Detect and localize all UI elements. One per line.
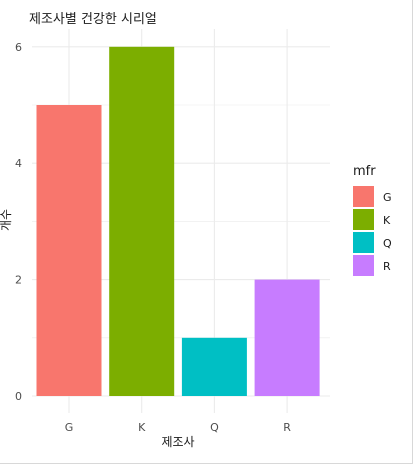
legend-key-G <box>353 186 374 207</box>
legend-key-R <box>353 255 374 276</box>
legend-key-Q <box>353 232 374 253</box>
bar-R <box>254 279 320 396</box>
x-axis-title: 제조사 <box>161 435 194 449</box>
y-tick-labels: 0 2 4 6 <box>15 41 22 403</box>
legend-label: R <box>383 260 391 273</box>
y-tick-label: 2 <box>15 274 22 287</box>
bars <box>36 46 320 397</box>
y-tick-label: 0 <box>15 390 22 403</box>
legend-title: mfr <box>353 164 376 179</box>
legend-label: Q <box>383 237 392 250</box>
legend-label: K <box>383 214 391 227</box>
y-tick-label: 4 <box>15 157 22 170</box>
chart-title: 제조사별 건강한 시리얼 <box>29 12 157 27</box>
x-tick-label: K <box>138 421 146 434</box>
legend-label: G <box>383 191 392 204</box>
bar-K <box>109 46 175 397</box>
x-tick-label: G <box>65 421 74 434</box>
bar-Q <box>181 337 247 396</box>
legend-key-K <box>353 209 374 230</box>
x-tick-label: Q <box>210 421 219 434</box>
y-tick-label: 6 <box>15 41 22 54</box>
bar-G <box>36 105 102 396</box>
y-axis-title: 개수 <box>0 209 13 231</box>
x-tick-label: R <box>283 421 291 434</box>
